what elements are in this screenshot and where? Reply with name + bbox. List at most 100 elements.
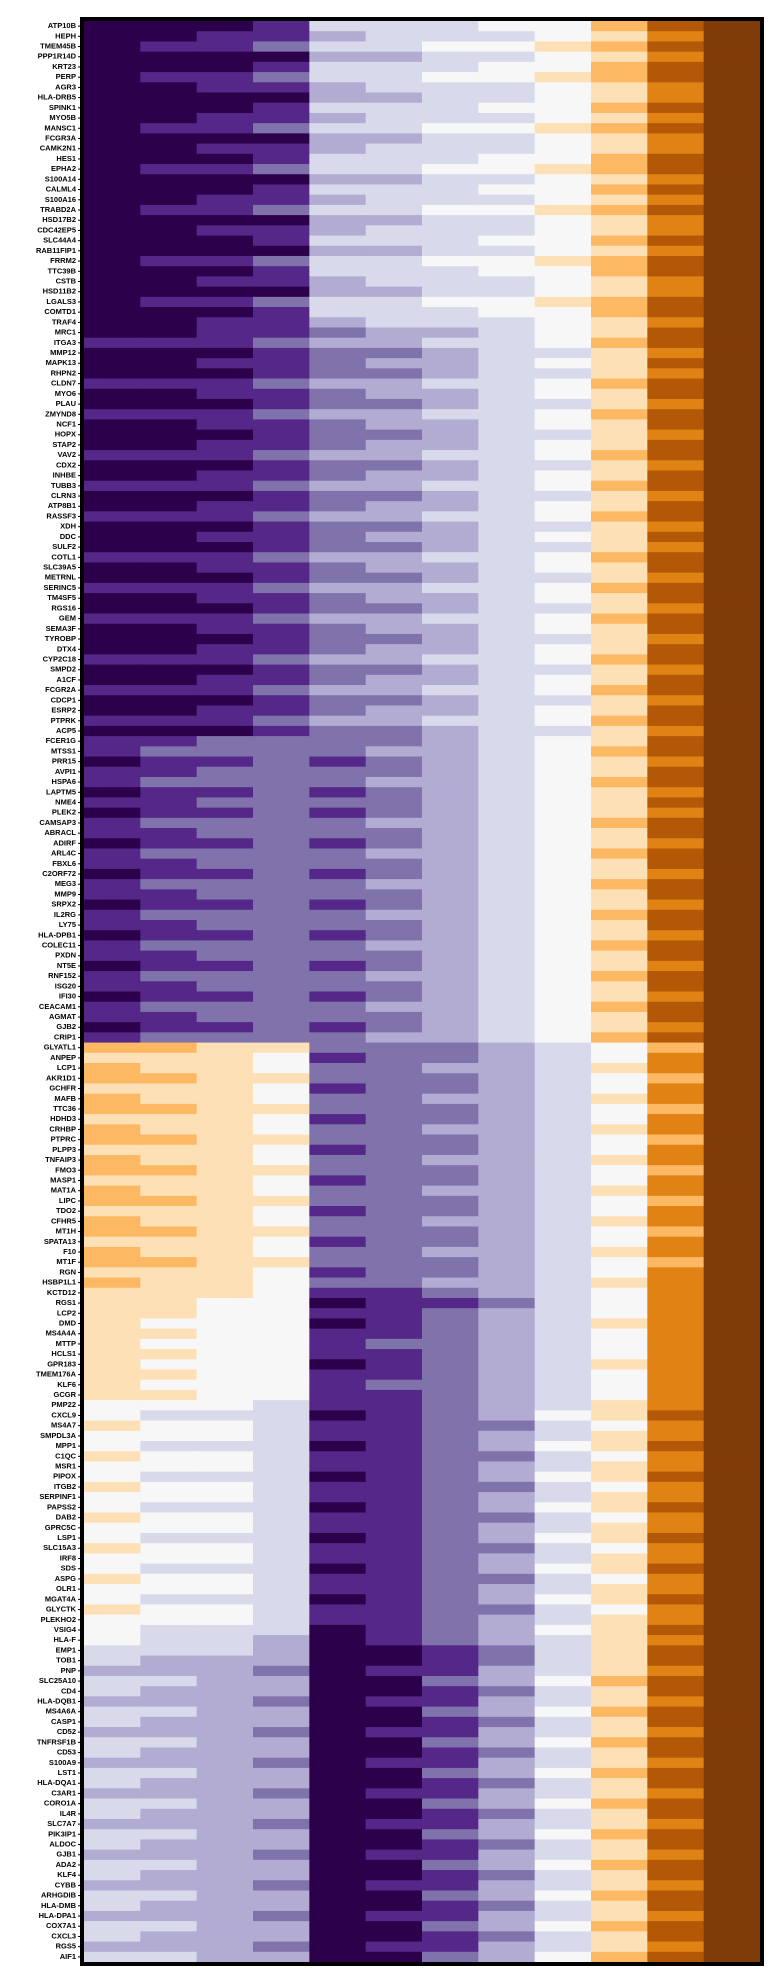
heatmap-cell [253, 1246, 310, 1258]
y-tick-label: RHPN2 [51, 368, 76, 377]
heatmap-cell [84, 1083, 141, 1095]
heatmap-cell [309, 358, 367, 369]
heatmap-cell [84, 1073, 141, 1085]
heatmap-cell [591, 1032, 648, 1044]
y-tick-label: FMO3 [55, 1165, 76, 1174]
heatmap-cell [647, 184, 705, 196]
heatmap-cell [422, 41, 479, 53]
heatmap-cell [365, 1931, 423, 1943]
heatmap-cell [478, 194, 536, 206]
heatmap-cell [591, 164, 648, 175]
heatmap-cell [140, 1165, 198, 1176]
y-tick-label: KLF4 [57, 1870, 77, 1879]
heatmap-cell [591, 470, 648, 482]
heatmap-cell [422, 1083, 479, 1095]
heatmap-cell [534, 1063, 592, 1074]
heatmap-cell [140, 347, 198, 359]
heatmap-cell [703, 1328, 761, 1340]
heatmap-cell [422, 531, 479, 543]
heatmap-cell [478, 787, 536, 798]
heatmap-cell [253, 388, 310, 400]
heatmap-cell [703, 1604, 761, 1616]
heatmap-cell [647, 1246, 705, 1258]
heatmap-cell [478, 31, 536, 43]
heatmap-cell [534, 1645, 592, 1657]
heatmap-cell [647, 889, 705, 901]
heatmap-cell [309, 72, 367, 83]
heatmap-cell [647, 1624, 705, 1636]
heatmap-cell [591, 940, 648, 952]
y-tick-label: CRIP1 [54, 1032, 76, 1041]
heatmap-cell [534, 1604, 592, 1616]
heatmap-cell [309, 164, 367, 175]
heatmap-cell [365, 1706, 423, 1718]
heatmap-cell [478, 1900, 536, 1912]
heatmap-cell [196, 776, 254, 788]
heatmap-cell [140, 1440, 198, 1452]
heatmap-cell [422, 1287, 479, 1299]
y-tick-label: EMP1 [56, 1645, 76, 1654]
heatmap-cell [84, 817, 141, 829]
heatmap-cell [703, 255, 761, 267]
y-tick-label: COTL1 [51, 552, 76, 561]
heatmap-cell [84, 1635, 141, 1646]
heatmap-cell [478, 1287, 536, 1299]
heatmap-cell [309, 1297, 367, 1309]
heatmap-cell [140, 255, 198, 267]
heatmap-cell [365, 1175, 423, 1187]
heatmap-cell [365, 204, 423, 216]
heatmap-cell [140, 613, 198, 625]
heatmap-cell [140, 164, 198, 175]
heatmap-cell [647, 31, 705, 43]
heatmap-cell [422, 552, 479, 564]
y-tick-label: SEMA3F [46, 624, 77, 633]
heatmap-cell [703, 593, 761, 604]
heatmap-cell [703, 1461, 761, 1473]
heatmap-cell [534, 1011, 592, 1023]
heatmap-cell [196, 327, 254, 339]
heatmap-cell [253, 521, 310, 533]
heatmap-cell [422, 1389, 479, 1401]
heatmap-cell [253, 1788, 310, 1800]
heatmap-cell [647, 123, 705, 134]
heatmap-cell [703, 450, 761, 461]
heatmap-cell [534, 1257, 592, 1268]
heatmap-cell [422, 1665, 479, 1677]
heatmap-cell [478, 1349, 536, 1360]
heatmap-cell [647, 501, 705, 512]
heatmap-cell [534, 1481, 592, 1493]
heatmap-cell [703, 1001, 761, 1013]
heatmap-cell [84, 1257, 141, 1268]
heatmap-cell [647, 235, 705, 247]
heatmap-cell [534, 1696, 592, 1708]
heatmap-cell [422, 164, 479, 175]
heatmap-cell [647, 1614, 705, 1626]
heatmap-cell [422, 1042, 479, 1054]
heatmap-cell [422, 1206, 479, 1217]
y-tick-label: ABRACL [44, 828, 76, 837]
heatmap-cell [84, 1063, 141, 1074]
heatmap-cell [647, 419, 705, 431]
heatmap-cell [84, 143, 141, 155]
heatmap-cell [365, 725, 423, 737]
heatmap-cell [478, 1379, 536, 1391]
heatmap-cell [478, 1165, 536, 1176]
heatmap-cell [534, 511, 592, 523]
heatmap-cell [591, 1747, 648, 1759]
heatmap-cell [196, 909, 254, 921]
heatmap-cell [591, 776, 648, 788]
y-tick-label: SMPD2 [50, 665, 76, 674]
heatmap-cell [478, 21, 536, 32]
heatmap-cell [591, 1257, 648, 1268]
heatmap-cell [422, 133, 479, 145]
heatmap-cell [591, 143, 648, 155]
heatmap-cell [196, 1011, 254, 1023]
heatmap-cell [647, 174, 705, 186]
heatmap-cell [703, 1338, 761, 1350]
heatmap-cell [140, 1910, 198, 1922]
heatmap-cell [534, 674, 592, 686]
heatmap-cell [534, 490, 592, 502]
heatmap-cell [196, 1379, 254, 1391]
heatmap-cell [309, 1757, 367, 1769]
heatmap-cell [534, 1083, 592, 1095]
